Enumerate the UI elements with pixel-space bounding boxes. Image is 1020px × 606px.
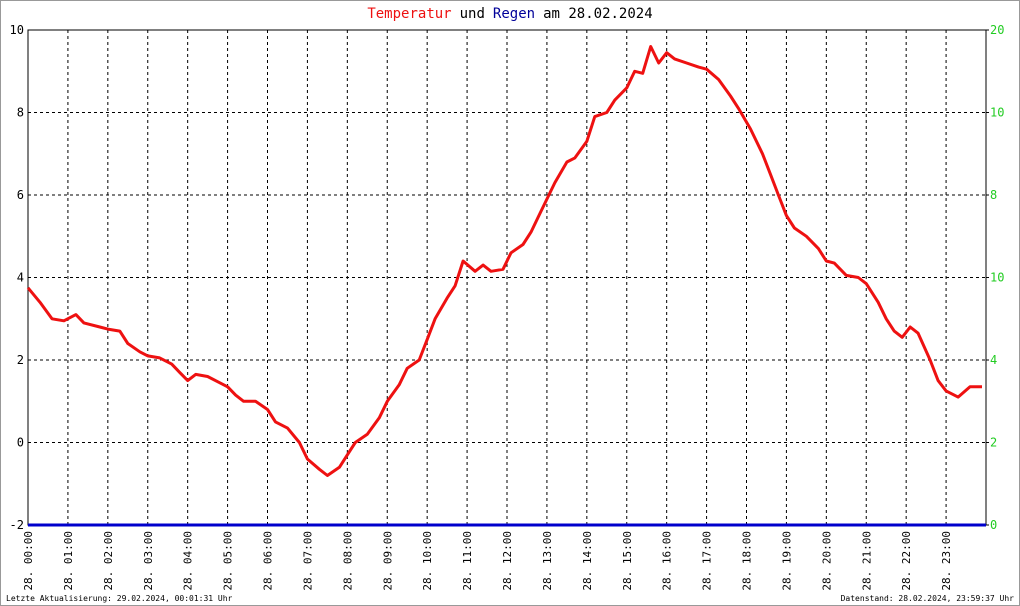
title-part: Regen [493,6,535,22]
title-part: Temperatur [367,6,451,22]
x-tick-label: 28. 02:00 [102,531,115,591]
x-tick-label: 28. 17:00 [701,531,714,591]
x-tick-label: 28. 13:00 [541,531,554,591]
x-tick-label: 28. 00:00 [22,531,35,591]
x-tick-label: 28. 15:00 [621,531,634,591]
x-tick-label: 28. 18:00 [741,531,754,591]
x-tick-label: 28. 06:00 [262,531,275,591]
y-tick-label: 8 [17,106,24,120]
x-tick-label: 28. 23:00 [940,531,953,591]
series-line [26,45,982,477]
y-tick-label: 10 [10,23,24,37]
x-tick-label: 28. 16:00 [661,531,674,591]
x-tick-label: 28. 20:00 [820,531,833,591]
x-tick-label: 28. 12:00 [501,531,514,591]
y-tick-label: 4 [17,271,24,285]
y2-tick-label: 4 [990,353,997,367]
y2-tick-label: 20 [990,23,1004,37]
y-tick-label: 2 [17,353,24,367]
y2-tick-label: 2 [990,436,997,450]
y2-tick-label: 10 [990,106,1004,120]
y-tick-label: 0 [17,436,24,450]
x-tick-label: 28. 14:00 [581,531,594,591]
y-tick-label: 6 [17,188,24,202]
y2-tick-label: 10 [990,271,1004,285]
x-tick-label: 28. 11:00 [461,531,474,591]
x-tick-label: 28. 01:00 [62,531,75,591]
footer-left: Letzte Aktualisierung: 29.02.2024, 00:01… [6,594,233,603]
x-tick-label: 28. 09:00 [381,531,394,591]
chart-title: Temperatur und Regen am 28.02.2024 [367,6,652,22]
x-tick-label: 28. 05:00 [222,531,235,591]
y2-tick-label: 8 [990,188,997,202]
x-tick-label: 28. 22:00 [900,531,913,591]
y2-tick-label: 0 [990,518,997,532]
title-part: und [460,6,485,22]
title-part: am 28.02.2024 [543,6,653,22]
x-tick-label: 28. 07:00 [301,531,314,591]
y-tick-label: -2 [10,518,24,532]
x-tick-label: 28. 08:00 [341,531,354,591]
x-tick-label: 28. 04:00 [182,531,195,591]
x-tick-label: 28. 10:00 [421,531,434,591]
footer-right: Datenstand: 28.02.2024, 23:59:37 Uhr [841,594,1015,603]
x-tick-label: 28. 21:00 [860,531,873,591]
x-tick-label: 28. 19:00 [780,531,793,591]
x-tick-label: 28. 03:00 [142,531,155,591]
